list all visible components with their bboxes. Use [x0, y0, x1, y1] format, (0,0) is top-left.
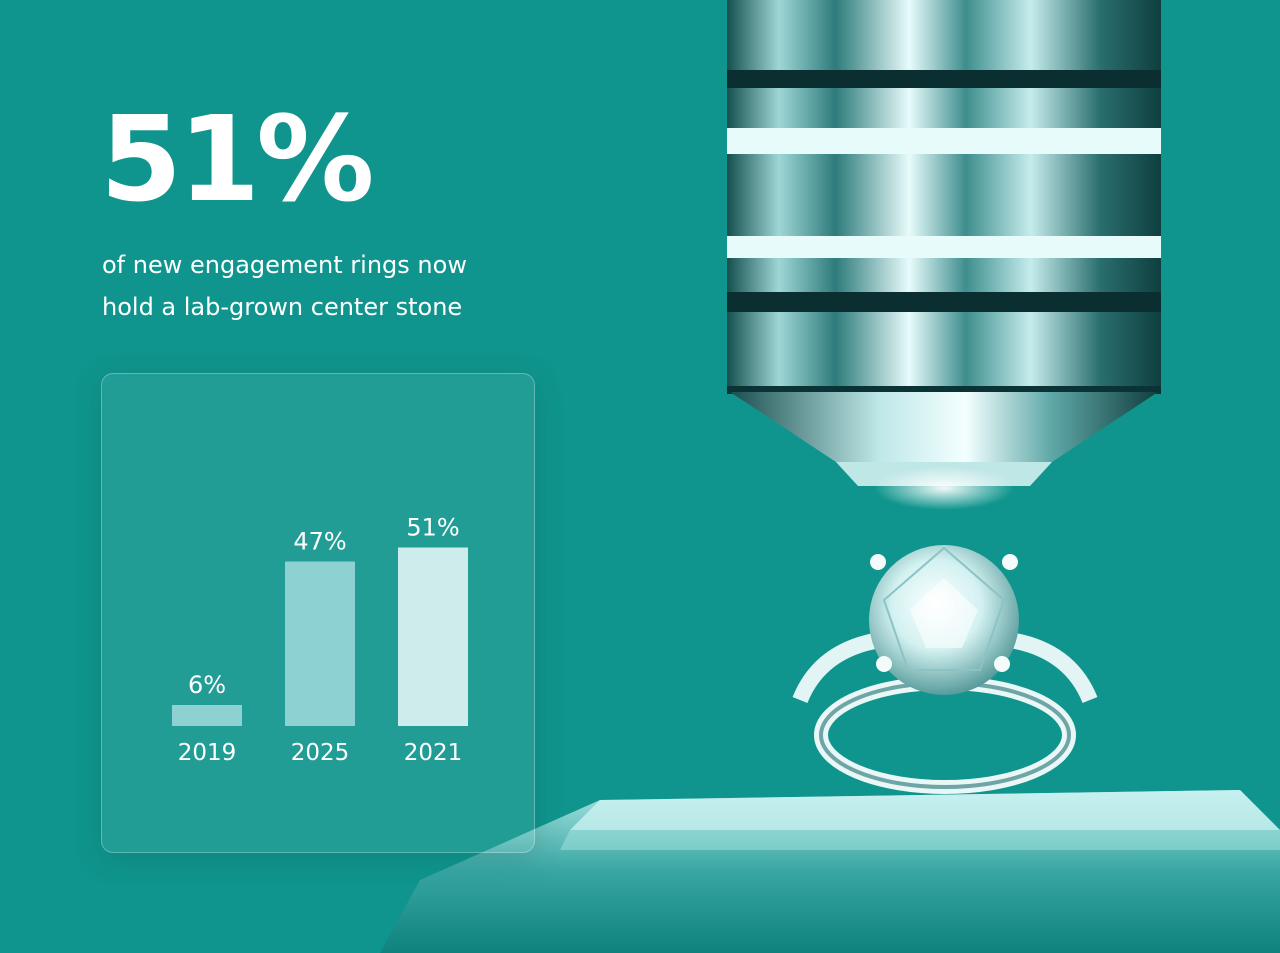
headline-caption-line-1: of new engagement rings now [102, 251, 467, 279]
x-tick-label: 2025 [291, 740, 350, 766]
bar-value-label: 6% [188, 671, 226, 699]
bar-2025 [285, 561, 355, 726]
bar-chart-card: 6% 2019 47% 2025 51% 2021 [101, 373, 535, 853]
bar-2019 [172, 705, 242, 726]
headline-stat: 51% [100, 90, 374, 228]
bar-value-label: 47% [293, 528, 346, 556]
bar-value-label: 51% [406, 514, 459, 542]
bar-2021 [398, 547, 468, 726]
bar-chart: 6% 2019 47% 2025 51% 2021 [172, 514, 468, 766]
x-tick-label: 2019 [178, 740, 237, 766]
headline-caption: of new engagement rings now hold a lab-g… [102, 244, 582, 328]
x-tick-label: 2021 [404, 740, 463, 766]
headline-caption-line-2: hold a lab-grown center stone [102, 293, 463, 321]
